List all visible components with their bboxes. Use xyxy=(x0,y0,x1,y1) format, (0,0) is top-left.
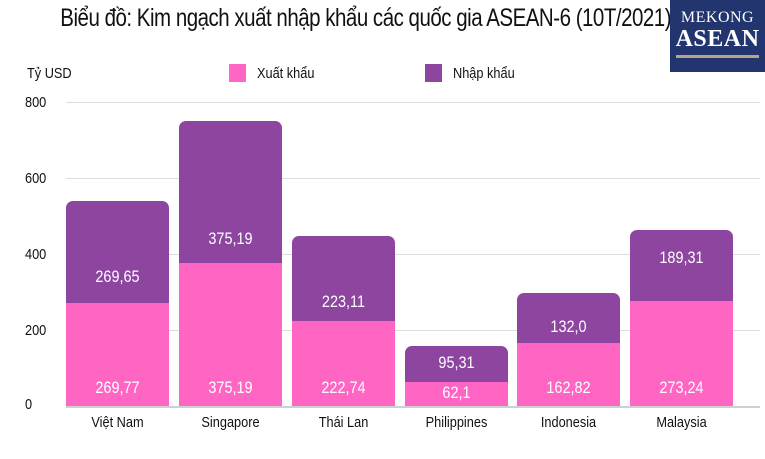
value-label-import: 132,0 xyxy=(550,317,587,336)
legend-item-import: Nhập khẩu xyxy=(425,64,526,82)
gridline-800 xyxy=(66,102,760,103)
bar-malaysia: 189,31 273,24 xyxy=(630,230,733,406)
legend-swatch-export xyxy=(229,64,246,82)
value-label-import: 189,31 xyxy=(659,248,704,267)
mekong-asean-logo: MEKONG ASEAN xyxy=(670,0,765,72)
bar-segment-import: 132,0 xyxy=(517,293,620,343)
y-tick-400: 400 xyxy=(25,246,47,263)
value-label-import: 223,11 xyxy=(321,292,366,311)
bar-indonesia: 132,0 162,82 xyxy=(517,293,620,406)
bar-segment-export: 269,77 xyxy=(66,303,169,406)
bar-segment-import: 223,11 xyxy=(292,236,395,321)
x-label-viet-nam: Việt Nam xyxy=(91,414,144,431)
gridline-200 xyxy=(66,330,760,331)
bar-thai-lan: 223,11 222,74 xyxy=(292,236,395,406)
bar-segment-export: 162,82 xyxy=(517,343,620,406)
value-label-export: 375,19 xyxy=(208,378,253,397)
gridline-400 xyxy=(66,254,760,255)
value-label-export: 269,77 xyxy=(95,378,140,397)
bar-viet-nam: 269,65 269,77 xyxy=(66,201,169,406)
bar-segment-export: 222,74 xyxy=(292,321,395,406)
gridline-600 xyxy=(66,178,760,179)
y-tick-200: 200 xyxy=(25,322,47,339)
legend-label-import: Nhập khẩu xyxy=(453,64,515,82)
x-label-malaysia: Malaysia xyxy=(656,414,707,431)
y-tick-0: 0 xyxy=(25,396,33,413)
bar-singapore: 375,19 375,19 xyxy=(179,121,282,406)
y-tick-800: 800 xyxy=(25,94,47,111)
y-tick-600: 600 xyxy=(25,170,47,187)
logo-tagline-bar xyxy=(676,55,759,58)
value-label-export: 162,82 xyxy=(546,378,591,397)
value-label-import: 375,19 xyxy=(208,229,253,248)
bar-segment-import: 95,31 xyxy=(405,346,508,382)
bar-segment-export: 375,19 xyxy=(179,263,282,406)
bar-segment-export: 273,24 xyxy=(630,301,733,406)
x-axis-baseline xyxy=(66,406,760,408)
bar-segment-import: 189,31 xyxy=(630,230,733,301)
chart-title: Biểu đồ: Kim ngạch xuất nhập khẩu các qu… xyxy=(60,4,672,32)
x-label-singapore: Singapore xyxy=(201,414,260,431)
bar-segment-export: 62,1 xyxy=(405,382,508,406)
legend-label-export: Xuất khẩu xyxy=(257,64,315,82)
bar-philippines: 95,31 62,1 xyxy=(405,346,508,406)
logo-line1: MEKONG xyxy=(680,9,755,26)
value-label-export: 273,24 xyxy=(659,378,704,397)
x-label-thai-lan: Thái Lan xyxy=(318,414,369,431)
value-label-import: 95,31 xyxy=(438,353,475,372)
x-label-philippines: Philippines xyxy=(425,414,488,431)
bar-segment-import: 375,19 xyxy=(179,121,282,263)
legend-swatch-import xyxy=(425,64,442,82)
value-label-export: 222,74 xyxy=(321,378,366,397)
legend-item-export: Xuất khẩu xyxy=(229,64,325,82)
value-label-import: 269,65 xyxy=(95,267,140,286)
y-axis-unit: Tỷ USD xyxy=(27,65,72,82)
logo-line2: ASEAN xyxy=(675,26,760,52)
bar-segment-import: 269,65 xyxy=(66,201,169,303)
value-label-export: 62,1 xyxy=(442,383,471,402)
x-label-indonesia: Indonesia xyxy=(540,414,597,431)
